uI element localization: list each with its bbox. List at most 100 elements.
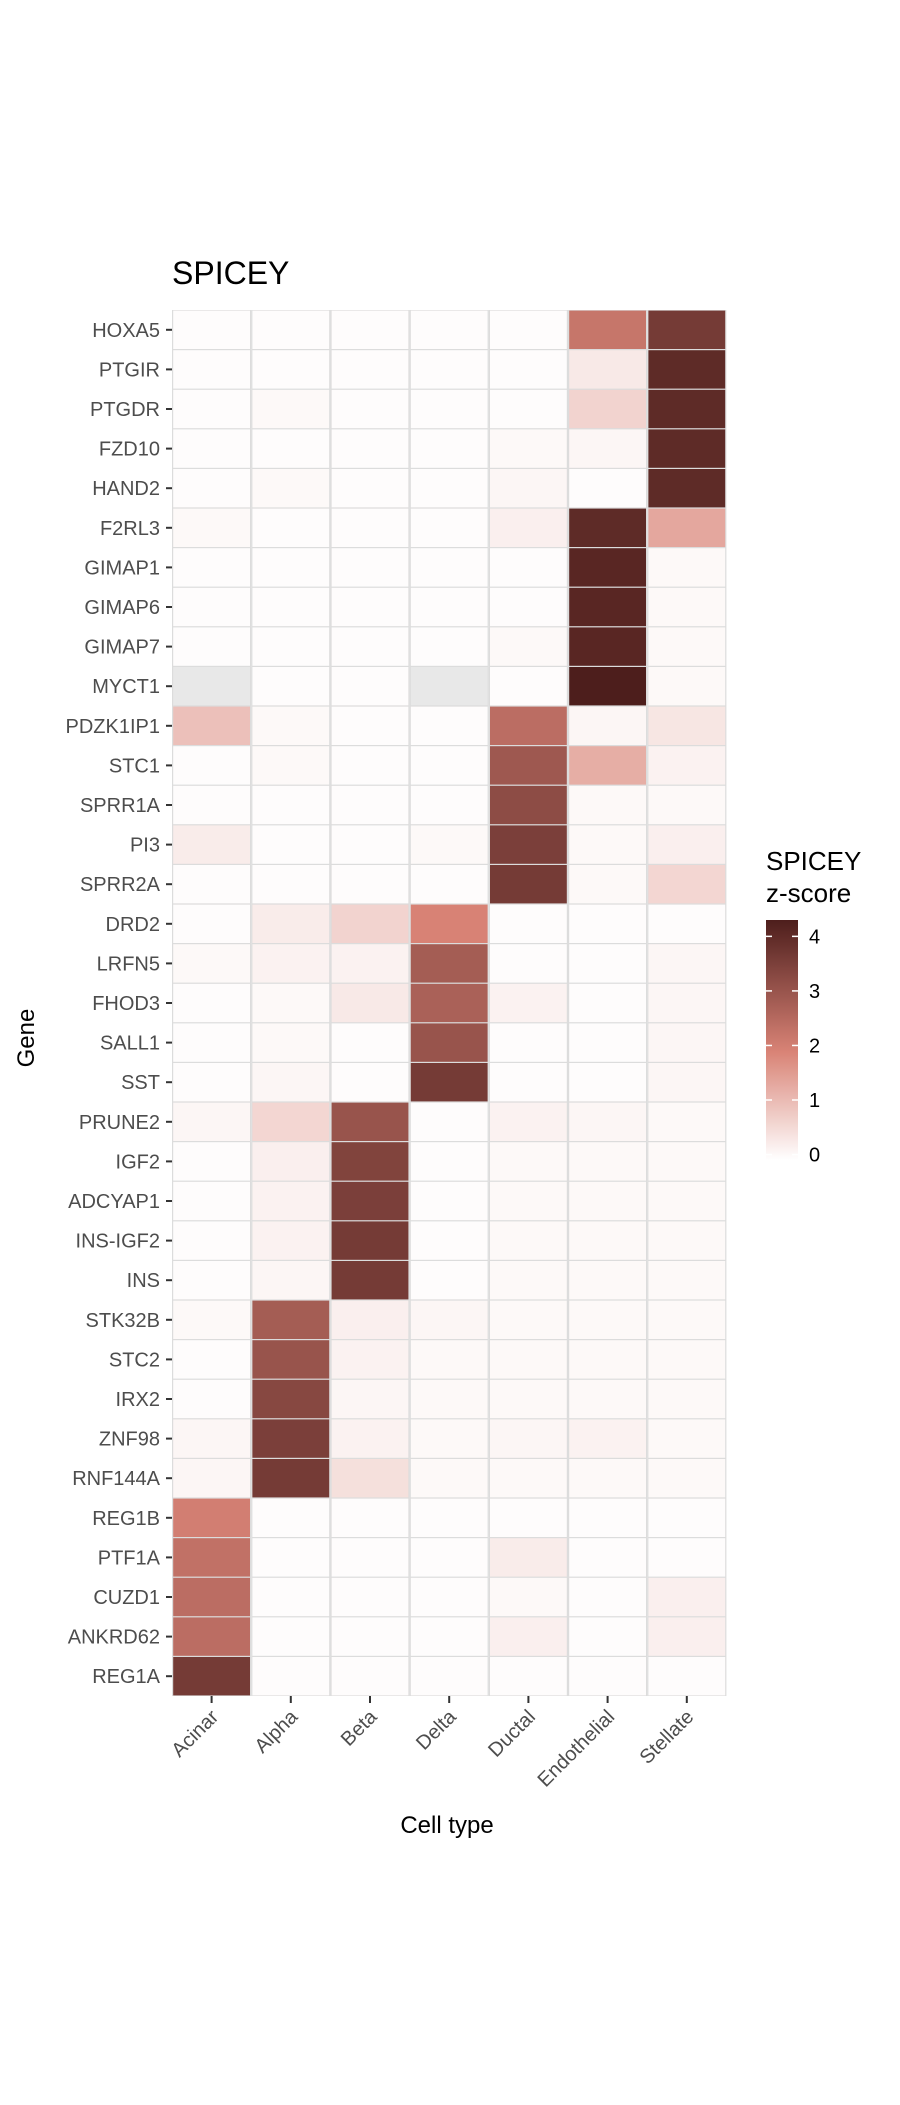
cell-ptgir-alpha	[252, 350, 330, 389]
y-tick-label-stk32b: STK32B	[86, 1310, 160, 1332]
cell-irx2-acinar	[173, 1379, 250, 1419]
cell-adcyap1-alpha	[252, 1181, 330, 1221]
cell-ptgdr-endothelial	[569, 389, 646, 429]
cell-ptf1a-beta	[331, 1538, 409, 1577]
cell-hoxa5-alpha	[252, 310, 330, 349]
cell-prune2-delta	[410, 1102, 488, 1141]
cell-fzd10-stellate	[648, 429, 726, 468]
cell-lrfn5-delta	[410, 944, 488, 983]
cell-sprr2a-beta	[331, 865, 409, 904]
cell-gimap7-ductal	[490, 627, 567, 666]
y-tick-label-drd2: DRD2	[106, 914, 160, 936]
cell-ptgdr-beta	[331, 389, 409, 429]
y-tick-label-cuzd1: CUZD1	[93, 1587, 160, 1609]
cell-znf98-beta	[331, 1419, 409, 1458]
cell-ptf1a-delta	[410, 1538, 488, 1577]
y-tick-label-ptgir: PTGIR	[99, 359, 160, 381]
cell-sprr1a-beta	[331, 785, 409, 825]
cell-ptf1a-ductal	[490, 1538, 567, 1577]
cell-pdzk1ip1-endothelial	[569, 706, 646, 745]
cell-reg1a-ductal	[490, 1657, 567, 1696]
cell-fzd10-delta	[410, 429, 488, 468]
cell-reg1a-alpha	[252, 1657, 330, 1696]
cell-stc2-endothelial	[569, 1340, 646, 1379]
cell-f2rl3-ductal	[490, 508, 567, 547]
cell-myct1-beta	[331, 667, 409, 706]
cell-pdzk1ip1-beta	[331, 706, 409, 745]
cell-ptgir-beta	[331, 350, 409, 389]
cell-hand2-ductal	[490, 469, 567, 508]
cell-igf2-endothelial	[569, 1142, 646, 1181]
cell-stc2-alpha	[252, 1340, 330, 1379]
cell-gimap6-stellate	[648, 587, 726, 627]
cell-ins-stellate	[648, 1261, 726, 1300]
y-tick-label-ins-igf2: INS-IGF2	[76, 1231, 160, 1253]
cell-prune2-alpha	[252, 1102, 330, 1141]
cell-hand2-stellate	[648, 469, 726, 508]
chart-title: SPICEY	[172, 255, 289, 291]
cell-znf98-alpha	[252, 1419, 330, 1458]
cell-gimap1-ductal	[490, 548, 567, 587]
cell-sprr2a-acinar	[173, 865, 250, 904]
cell-ins-igf2-delta	[410, 1221, 488, 1260]
cell-pi3-delta	[410, 825, 488, 864]
cell-stc2-acinar	[173, 1340, 250, 1379]
cell-hand2-acinar	[173, 469, 250, 508]
cell-stk32b-delta	[410, 1300, 488, 1339]
cell-prune2-ductal	[490, 1102, 567, 1141]
cell-pi3-stellate	[648, 825, 726, 864]
cell-drd2-acinar	[173, 904, 250, 943]
cell-lrfn5-stellate	[648, 944, 726, 983]
cell-rnf144a-endothelial	[569, 1459, 646, 1498]
cell-sprr2a-stellate	[648, 865, 726, 904]
cell-sprr2a-alpha	[252, 865, 330, 904]
cell-lrfn5-ductal	[490, 944, 567, 983]
y-tick-label-stc1: STC1	[109, 755, 160, 777]
cell-adcyap1-stellate	[648, 1181, 726, 1221]
y-tick-label-ankrd62: ANKRD62	[68, 1627, 160, 1649]
cell-stc1-alpha	[252, 746, 330, 785]
cell-hoxa5-delta	[410, 310, 488, 349]
x-tick-label-delta: Delta	[412, 1705, 461, 1754]
cell-fzd10-beta	[331, 429, 409, 468]
y-tick-label-sprr1a: SPRR1A	[80, 795, 161, 817]
cell-lrfn5-endothelial	[569, 944, 646, 983]
heatmap-cells	[172, 310, 727, 1696]
cell-ins-igf2-alpha	[252, 1221, 330, 1260]
x-tick-label-ductal: Ductal	[484, 1706, 540, 1762]
cell-lrfn5-alpha	[252, 944, 330, 983]
cell-ins-igf2-beta	[331, 1221, 409, 1260]
cell-prune2-acinar	[173, 1102, 250, 1141]
cell-sst-alpha	[252, 1063, 330, 1102]
cell-pi3-ductal	[490, 825, 567, 864]
y-tick-label-sst: SST	[121, 1072, 160, 1094]
cell-gimap7-beta	[331, 627, 409, 666]
cell-sprr1a-acinar	[173, 785, 250, 825]
cell-gimap6-endothelial	[569, 587, 646, 627]
cell-drd2-alpha	[252, 904, 330, 943]
cell-reg1b-acinar	[173, 1498, 250, 1537]
cell-igf2-delta	[410, 1142, 488, 1181]
y-axis-ticks: HOXA5 PTGIR PTGDR FZD10 HAND2 F2RL3 GIMAP1 GIMA…	[66, 320, 172, 1688]
cell-ptf1a-acinar	[173, 1538, 250, 1577]
cell-ptgdr-stellate	[648, 389, 726, 429]
cell-ankrd62-alpha	[252, 1617, 330, 1656]
cell-fzd10-endothelial	[569, 429, 646, 468]
cell-hoxa5-endothelial	[569, 310, 646, 349]
cell-myct1-acinar	[173, 667, 250, 706]
cell-sall1-endothelial	[569, 1023, 646, 1062]
y-tick-label-pdzk1ip1: PDZK1IP1	[66, 716, 160, 738]
cell-cuzd1-acinar	[173, 1577, 250, 1617]
cell-stk32b-alpha	[252, 1300, 330, 1339]
y-tick-label-reg1b: REG1B	[92, 1508, 160, 1530]
cell-rnf144a-delta	[410, 1459, 488, 1498]
cell-adcyap1-acinar	[173, 1181, 250, 1221]
cell-rnf144a-acinar	[173, 1459, 250, 1498]
cell-igf2-ductal	[490, 1142, 567, 1181]
cell-prune2-endothelial	[569, 1102, 646, 1141]
cell-ptgdr-acinar	[173, 389, 250, 429]
cell-gimap1-delta	[410, 548, 488, 587]
cell-sprr2a-endothelial	[569, 865, 646, 904]
cell-reg1a-beta	[331, 1657, 409, 1696]
cell-hand2-beta	[331, 469, 409, 508]
